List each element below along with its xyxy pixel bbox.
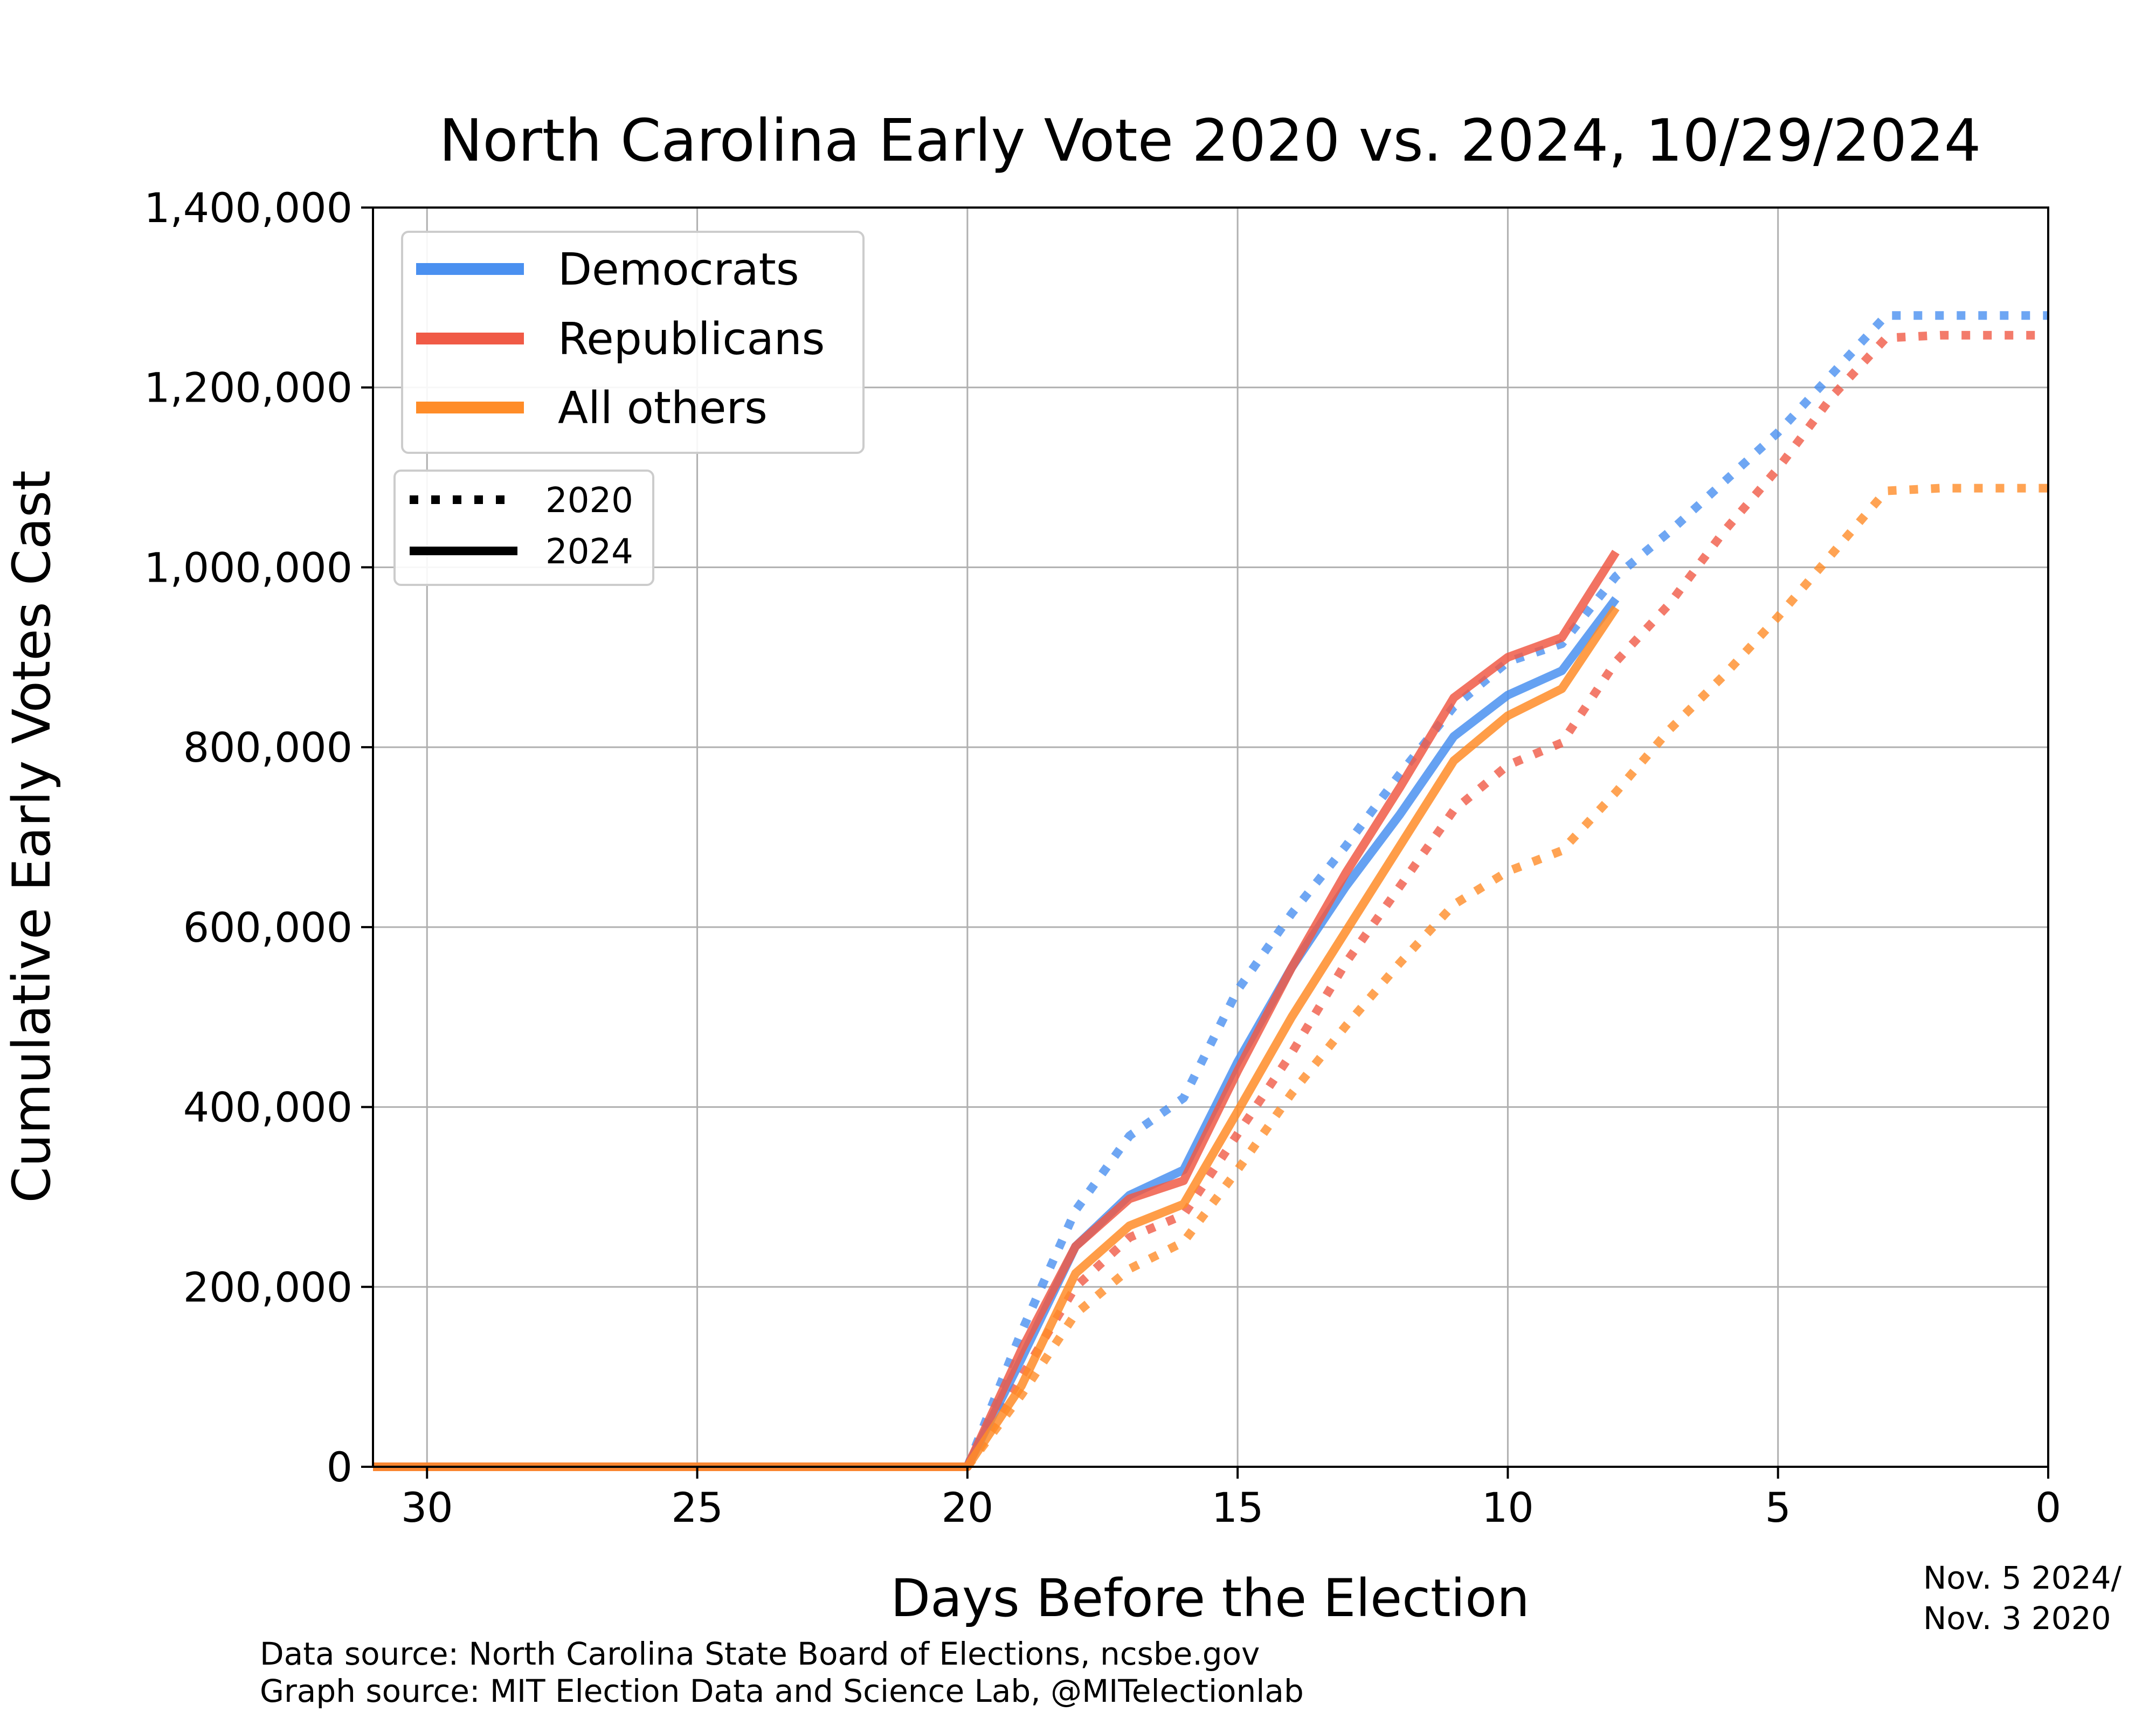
data-source-note: Data source: North Carolina State Board … [260, 1636, 1260, 1672]
legend-label-2020: 2020 [545, 481, 633, 521]
chart-title: North Carolina Early Vote 2020 vs. 2024,… [439, 107, 1981, 175]
grid [373, 208, 2048, 1467]
x-tick-label: 25 [671, 1484, 723, 1531]
election-day-note-line1: Nov. 5 2024/ [1923, 1560, 2122, 1596]
x-tick-label: 20 [941, 1484, 993, 1531]
y-tick-label: 1,400,000 [144, 184, 353, 232]
legend-label-democrats: Democrats [558, 244, 799, 295]
x-tick-label: 5 [1765, 1484, 1791, 1531]
y-tick-label: 800,000 [183, 723, 353, 771]
x-axis-label: Days Before the Election [890, 1568, 1530, 1629]
y-axis-ticks: 0 200,000 400,000 600,000 800,000 1,000,000 1,… [144, 184, 373, 1491]
y-tick-label: 200,000 [183, 1263, 353, 1311]
x-tick-label: 30 [401, 1484, 453, 1531]
y-tick-label: 400,000 [183, 1084, 353, 1131]
x-axis-ticks: 30 25 20 15 10 5 0 [401, 1467, 2061, 1531]
series-line-democrats-2020 [963, 311, 2048, 1468]
legend-label-2024: 2024 [545, 532, 633, 572]
legend-label-all-others: All others [558, 383, 768, 434]
legend-party: Democrats Republicans All others [401, 231, 865, 454]
y-axis-label: Cumulative Early Votes Cast [2, 470, 62, 1203]
series-line-republicans-2020 [963, 330, 2048, 1469]
plot-frame [372, 206, 2049, 1468]
x-tick-label: 15 [1212, 1484, 1264, 1531]
x-tick-label: 0 [2035, 1484, 2061, 1531]
y-tick-label: 1,200,000 [144, 364, 353, 412]
election-day-note-line2: Nov. 3 2020 [1923, 1600, 2111, 1637]
legend-label-republicans: Republicans [558, 314, 825, 365]
legend-party-box [401, 231, 865, 454]
legend-year: 2020 2024 [393, 470, 654, 586]
graph-source-note: Graph source: MIT Election Data and Scie… [260, 1673, 1304, 1709]
x-tick-label: 10 [1482, 1484, 1534, 1531]
y-tick-label: 0 [327, 1443, 353, 1491]
y-tick-label: 1,000,000 [144, 543, 353, 591]
y-tick-label: 600,000 [183, 903, 353, 951]
